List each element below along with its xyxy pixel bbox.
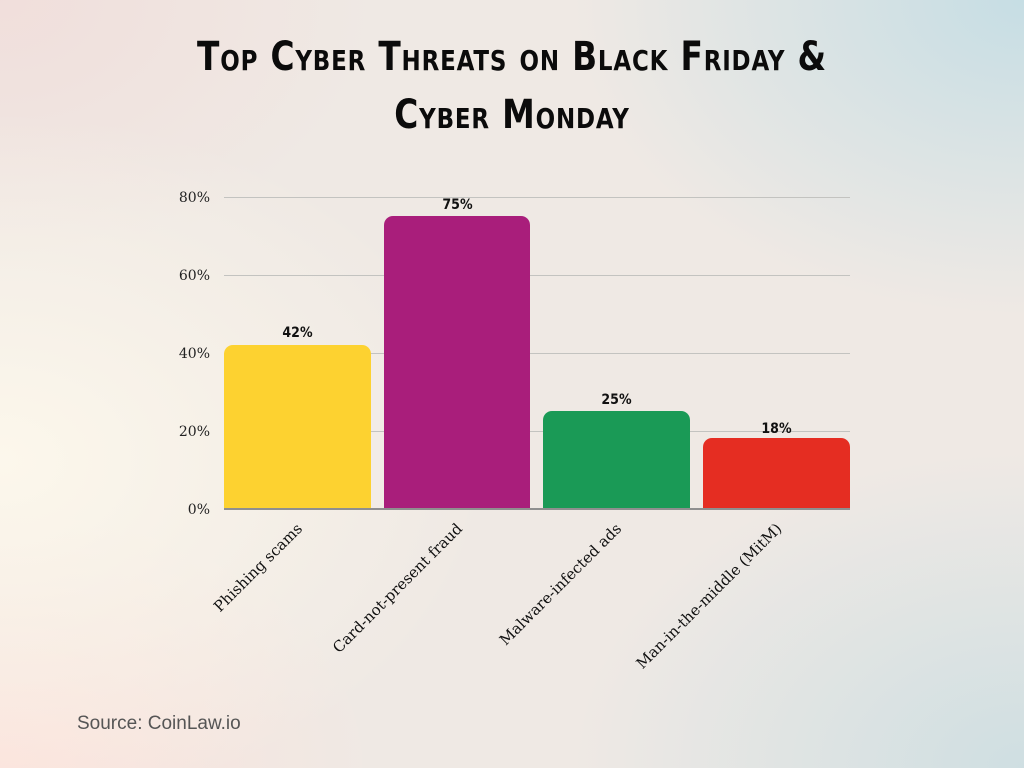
y-tick-60: 60% [178,268,210,284]
bar-value-label: 42% [282,325,313,341]
x-label-malware-infected-ads: Malware-infected ads [496,519,626,649]
gridline-40 [224,353,850,354]
y-tick-0: 0% [187,502,210,518]
chart-title: Top Cyber Threats on Black Friday & Cybe… [92,28,932,144]
gridline-80 [224,197,850,198]
gridline-60 [224,275,850,276]
chart-title-line-1: Top Cyber Threats on Black Friday & [197,34,827,80]
gridline-20 [224,431,850,432]
bar-malware-infected-ads [543,411,690,509]
y-tick-80: 80% [178,190,210,206]
y-tick-20: 20% [178,424,210,440]
x-axis-line [224,508,850,510]
bar-value-label: 25% [601,392,632,408]
bar-value-label: 18% [761,421,792,437]
source-credit: Source: CoinLaw.io [77,713,241,734]
y-tick-40: 40% [178,346,210,362]
x-label-phishing-scams: Phishing scams [210,519,307,616]
chart-title-line-2: Cyber Monday [394,92,630,138]
bar-value-label: 75% [442,197,473,213]
x-label-card-not-present-fraud: Card-not-present fraud [329,519,467,657]
bar-man-in-the-middle [703,438,850,509]
x-label-man-in-the-middle: Man-in-the-middle (MitM) [632,519,786,673]
bar-card-not-present-fraud [384,216,530,509]
bar-phishing-scams [224,345,371,509]
